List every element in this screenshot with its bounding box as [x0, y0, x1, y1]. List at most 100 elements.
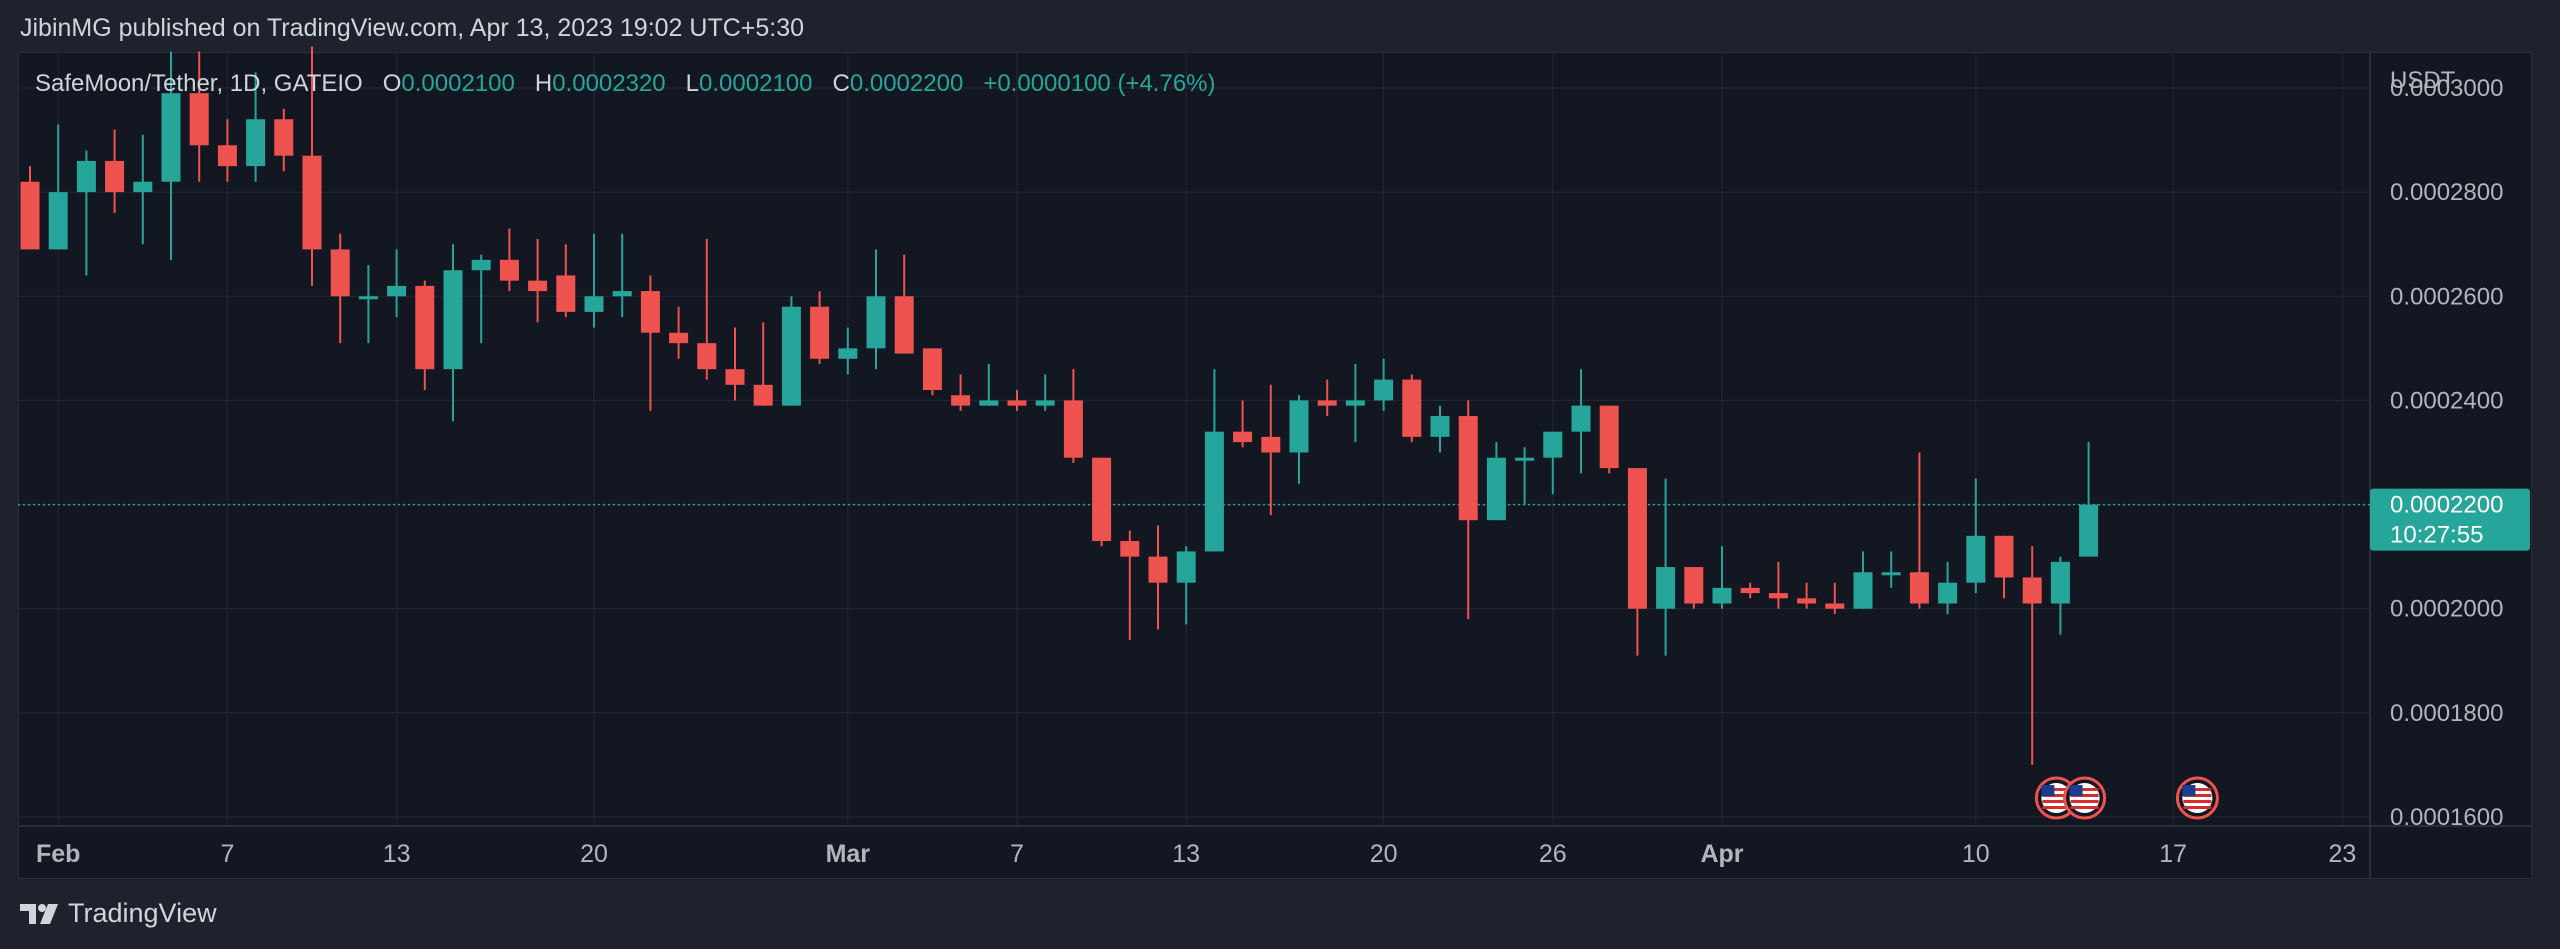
- candle-body[interactable]: [781, 306, 801, 406]
- x-tick-label: 17: [2159, 840, 2187, 868]
- x-tick-label: 7: [1010, 840, 1024, 868]
- candle-body[interactable]: [1768, 593, 1788, 599]
- candle-body[interactable]: [1515, 457, 1535, 461]
- candle-body[interactable]: [640, 291, 660, 333]
- candle-body[interactable]: [1571, 405, 1591, 432]
- candle-body[interactable]: [1402, 379, 1422, 437]
- legend-open-label: O: [382, 70, 402, 97]
- x-tick-label: Apr: [1700, 840, 1743, 868]
- candle-body[interactable]: [76, 160, 96, 193]
- candle-body[interactable]: [584, 296, 604, 312]
- candle-body[interactable]: [894, 296, 914, 354]
- candle-body[interactable]: [1486, 457, 1506, 521]
- candle-body[interactable]: [1317, 400, 1337, 406]
- legend-low-label: L: [685, 70, 700, 97]
- candle-body[interactable]: [866, 296, 886, 349]
- candle-body[interactable]: [697, 343, 717, 370]
- candle-body[interactable]: [133, 181, 153, 193]
- candle-body[interactable]: [1881, 572, 1901, 576]
- candle-body[interactable]: [1825, 603, 1845, 609]
- candle-body[interactable]: [1176, 551, 1196, 583]
- candle-body[interactable]: [1035, 400, 1055, 406]
- candle-body[interactable]: [1966, 535, 1986, 583]
- candle-body[interactable]: [1684, 567, 1704, 604]
- legend-high-label: H: [534, 70, 553, 97]
- candle-body[interactable]: [1063, 400, 1083, 458]
- candle-body[interactable]: [1712, 587, 1732, 604]
- footer-brand[interactable]: TradingView: [20, 898, 217, 929]
- candle-body[interactable]: [471, 259, 491, 271]
- candle-body[interactable]: [1458, 416, 1478, 521]
- candle-body[interactable]: [246, 119, 266, 167]
- candle-body[interactable]: [358, 296, 378, 300]
- flag-stripe: [2070, 794, 2099, 797]
- candle-body[interactable]: [1853, 572, 1873, 609]
- candle-body[interactable]: [1909, 572, 1929, 604]
- candle-body[interactable]: [725, 369, 745, 385]
- x-tick-label: Feb: [36, 840, 80, 868]
- legend-low: 0.0002100: [699, 70, 813, 97]
- candle-body[interactable]: [1430, 416, 1450, 437]
- candle-body[interactable]: [105, 160, 125, 193]
- candle-body[interactable]: [1543, 431, 1563, 458]
- candle-body[interactable]: [1797, 598, 1817, 604]
- flag-stripe: [2042, 806, 2071, 809]
- flag-stripe: [2042, 800, 2071, 803]
- candle-body[interactable]: [1204, 431, 1224, 552]
- symbol-legend: SafeMoon/Tether, 1D, GATEIO O0.0002100 H…: [35, 70, 1216, 98]
- x-tick-label: 20: [1370, 840, 1398, 868]
- legend-symbol[interactable]: SafeMoon/Tether, 1D, GATEIO: [35, 70, 363, 97]
- candle-body[interactable]: [810, 306, 830, 359]
- candle-body[interactable]: [556, 275, 576, 312]
- candle-body[interactable]: [669, 332, 689, 344]
- y-tick-label: 0.0002000: [2390, 596, 2503, 623]
- last-price-tag: [2370, 488, 2530, 551]
- candle-body[interactable]: [979, 400, 999, 406]
- candle-body[interactable]: [2079, 504, 2099, 557]
- candle-body[interactable]: [2050, 561, 2070, 604]
- candle-body[interactable]: [753, 384, 773, 406]
- candle-body[interactable]: [612, 291, 632, 297]
- candle-body[interactable]: [1120, 541, 1140, 557]
- candle-body[interactable]: [2022, 577, 2042, 604]
- candle-body[interactable]: [1656, 567, 1676, 609]
- candle-body[interactable]: [161, 93, 181, 182]
- candle-body[interactable]: [189, 93, 209, 146]
- candle-body[interactable]: [302, 155, 322, 250]
- flag-stripe: [2183, 788, 2212, 791]
- candle-body[interactable]: [499, 259, 519, 281]
- candle-body[interactable]: [1627, 468, 1647, 609]
- candle-body[interactable]: [1007, 400, 1027, 406]
- candle-body[interactable]: [1938, 582, 1958, 604]
- candle-body[interactable]: [1599, 405, 1619, 469]
- candle-body[interactable]: [274, 119, 294, 156]
- candle-body[interactable]: [387, 285, 407, 297]
- candle-body[interactable]: [838, 348, 858, 359]
- candle-body[interactable]: [1994, 535, 2014, 578]
- candle-body[interactable]: [20, 181, 40, 250]
- flag-stripe: [2183, 806, 2212, 809]
- candle-body[interactable]: [415, 285, 435, 370]
- candle-body[interactable]: [1740, 587, 1760, 594]
- candle-body[interactable]: [443, 270, 463, 370]
- candle-body[interactable]: [1092, 457, 1112, 542]
- candle-body[interactable]: [1261, 436, 1281, 453]
- candle-body[interactable]: [48, 192, 68, 250]
- x-tick-label: 10: [1962, 840, 1990, 868]
- candle-body[interactable]: [951, 395, 971, 406]
- flag-stripe: [2183, 800, 2212, 803]
- legend-open: 0.0002100: [401, 70, 515, 97]
- candle-body[interactable]: [330, 249, 350, 297]
- candle-body[interactable]: [528, 280, 548, 292]
- candle-body[interactable]: [922, 348, 942, 391]
- candle-body[interactable]: [1345, 400, 1365, 406]
- y-tick-label: 0.0003000: [2390, 75, 2503, 102]
- candle-body[interactable]: [1148, 556, 1168, 583]
- flag-canton: [2182, 785, 2196, 796]
- candle-body[interactable]: [1289, 400, 1309, 453]
- candle-body[interactable]: [1374, 379, 1394, 401]
- candle-body[interactable]: [217, 145, 237, 167]
- candle-body[interactable]: [1233, 431, 1253, 443]
- chart-frame[interactable]: [18, 52, 2532, 879]
